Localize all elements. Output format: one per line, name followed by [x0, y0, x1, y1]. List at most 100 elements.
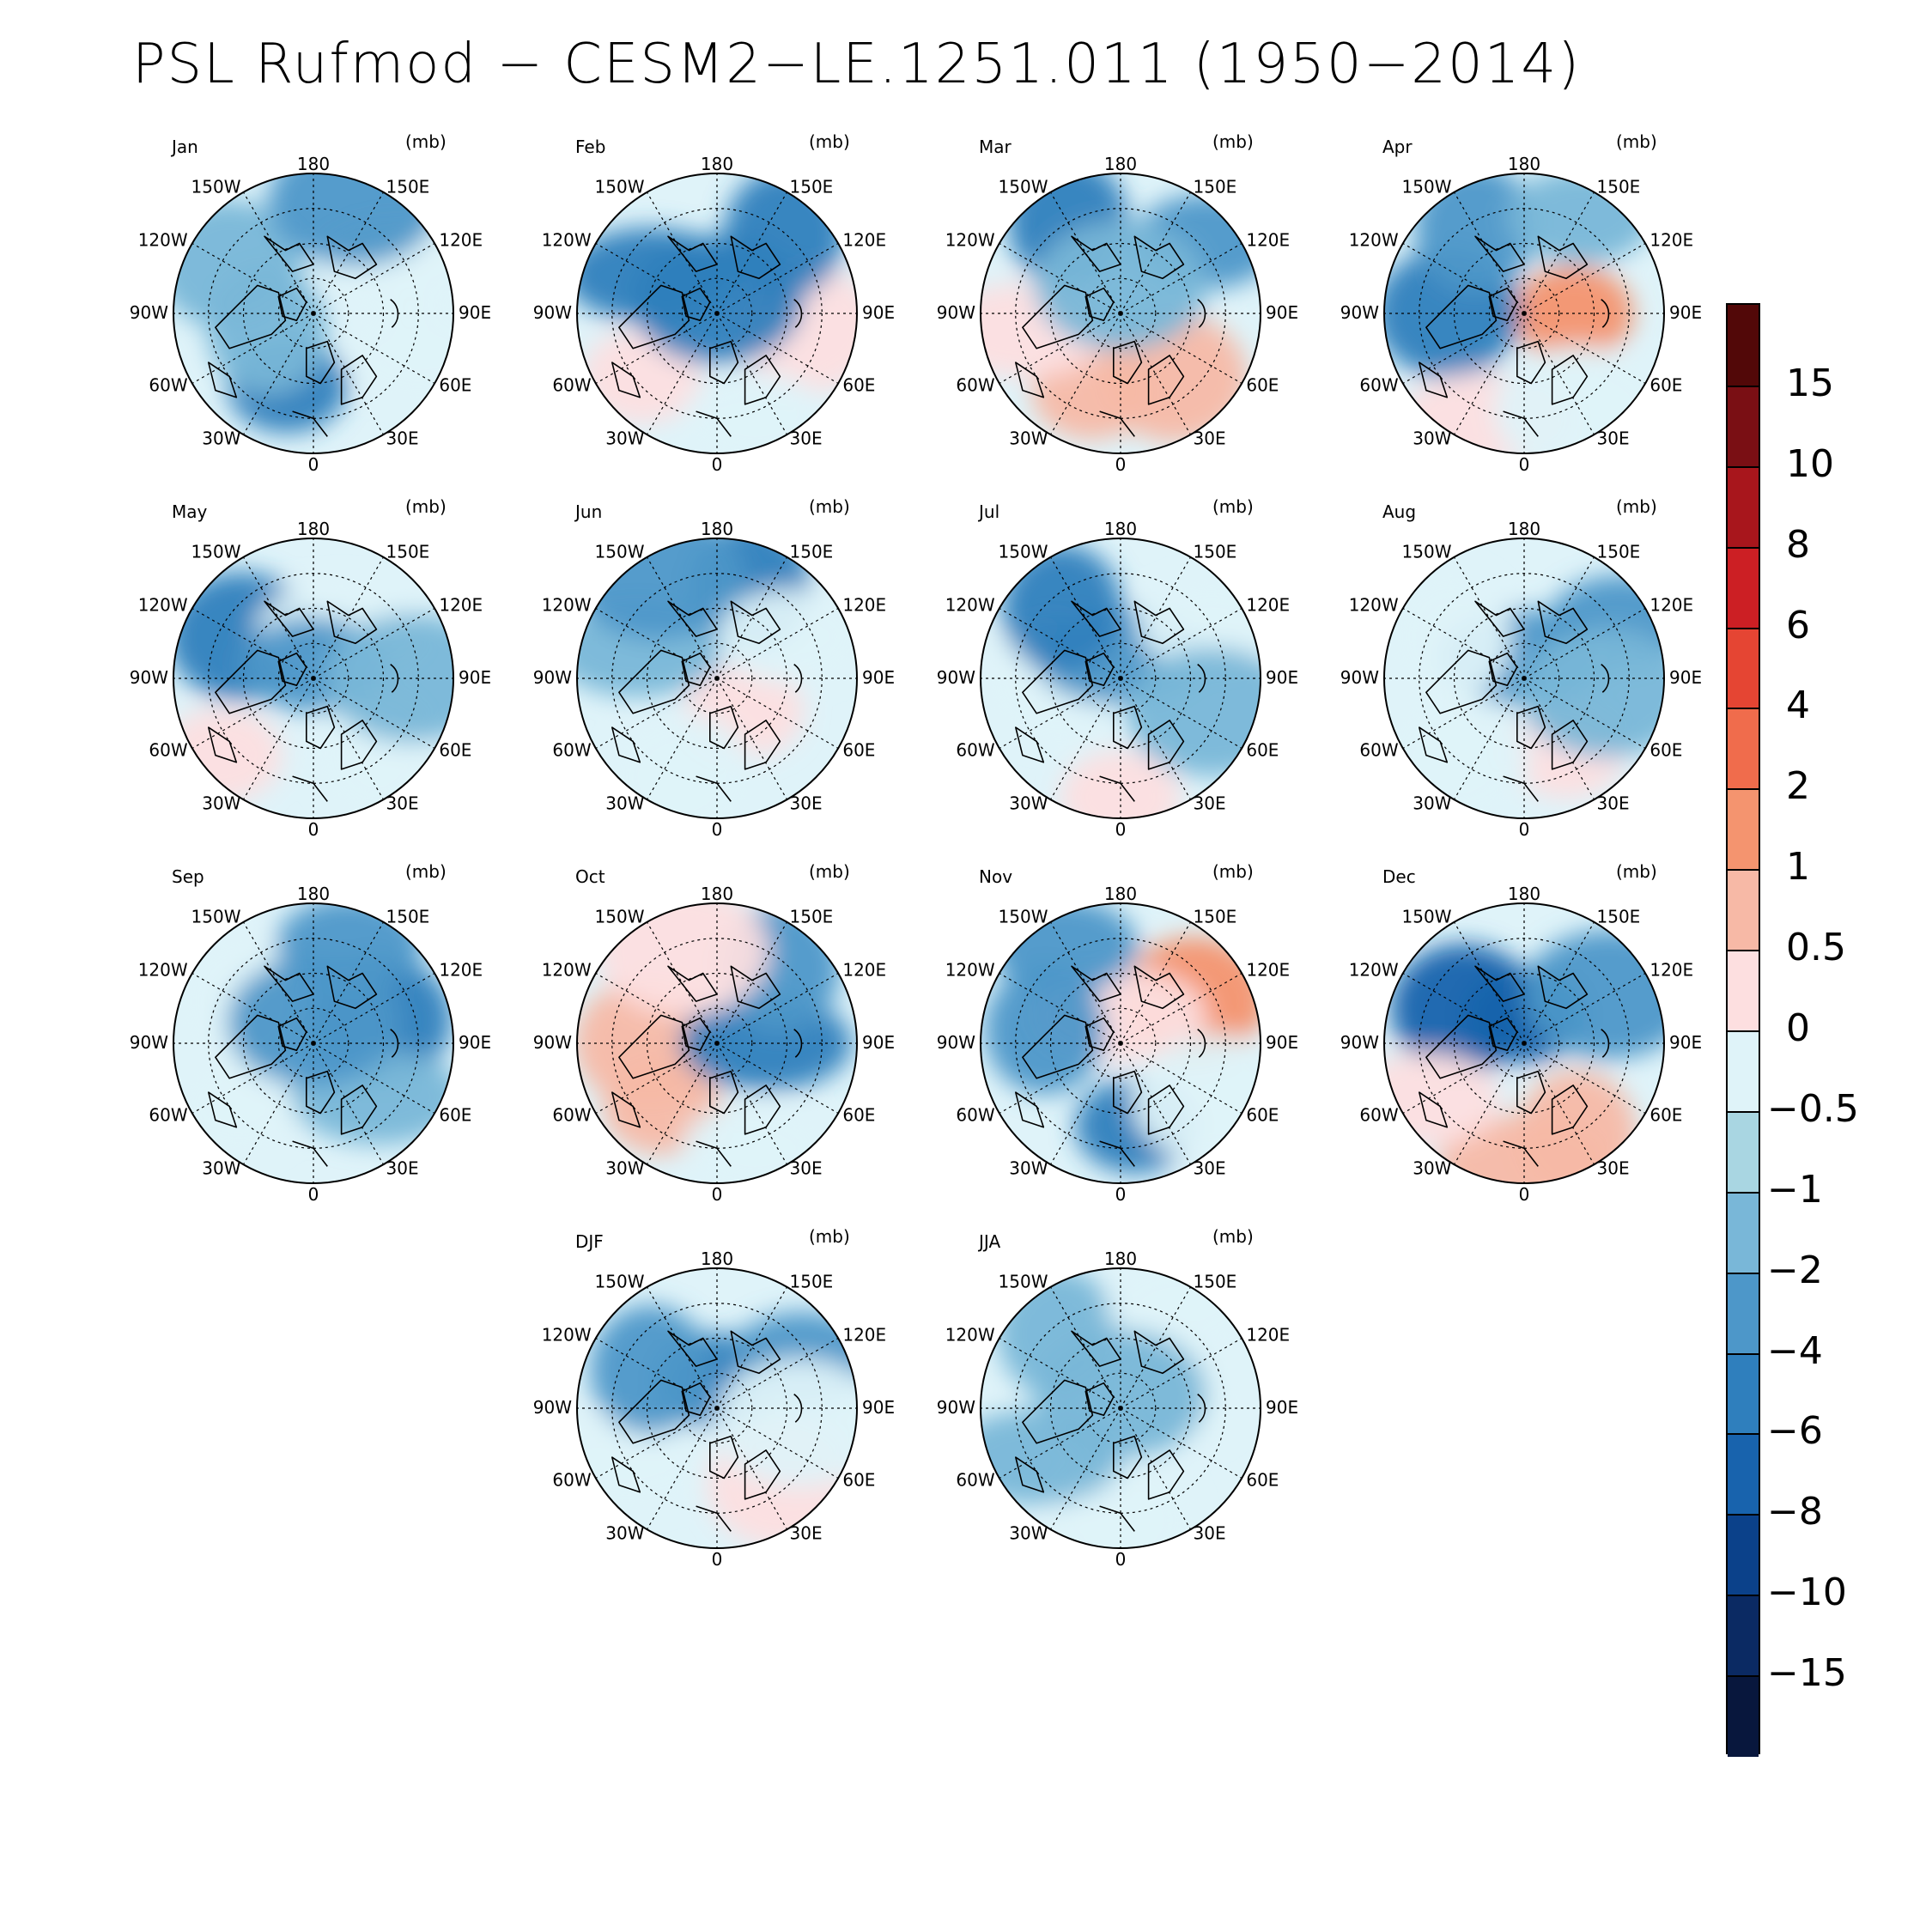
coastline — [1474, 600, 1525, 637]
coastline — [306, 1070, 336, 1115]
coastline — [1113, 705, 1143, 750]
coastline — [1015, 726, 1045, 763]
panel-units: (mb) — [1616, 131, 1657, 152]
coastline — [709, 1070, 739, 1115]
lon-label: 30E — [386, 793, 419, 813]
colorbar-tick-label: −0.5 — [1767, 1086, 1859, 1131]
lon-label: 60W — [149, 740, 187, 761]
lon-label: 90W — [1340, 667, 1379, 688]
lon-label: 30E — [790, 1522, 823, 1543]
coastline — [208, 361, 238, 398]
coastline — [1071, 1330, 1121, 1367]
lon-label: 120W — [138, 960, 188, 981]
lon-label: 120W — [945, 595, 995, 616]
lon-label: 60W — [552, 1105, 591, 1126]
coastline — [1022, 1014, 1094, 1079]
lon-label: 120E — [1246, 960, 1290, 981]
lon-label: 60E — [1246, 1105, 1279, 1126]
lon-label: 150E — [1194, 177, 1237, 197]
coastline — [667, 235, 718, 272]
lon-label: 90E — [862, 667, 895, 688]
anomaly-region — [1035, 221, 1206, 350]
map-border — [173, 173, 454, 454]
coastline — [730, 600, 781, 645]
lon-label: 0 — [1115, 1184, 1127, 1205]
panel-title: DJF — [575, 1231, 604, 1252]
coastline — [1516, 705, 1546, 750]
lon-label: 60E — [1649, 740, 1682, 761]
lon-label: 30W — [202, 793, 240, 813]
lon-label: 60E — [439, 1105, 471, 1126]
colorbar-segment — [1728, 1675, 1759, 1757]
coastline — [709, 705, 739, 750]
lon-label: 150W — [595, 907, 645, 927]
map-panel-jun: Jun (mb) 180 0 150W 150E 120W 120E 90W 90E 60W 60E 3… — [533, 494, 895, 840]
map-border — [980, 538, 1261, 819]
colorbar-segment — [1728, 1030, 1759, 1112]
lon-label: 60W — [1359, 740, 1398, 761]
lon-label: 90E — [1266, 1032, 1298, 1053]
colorbar-tick-label: −15 — [1767, 1651, 1847, 1696]
lon-label: 60W — [552, 740, 591, 761]
colorbar-tick-label: 6 — [1786, 603, 1810, 647]
map-panel-feb: Feb (mb) 180 0 150W 150E 120W 120E 90W 90E 60W 60E 3… — [533, 129, 895, 475]
map-border — [1383, 902, 1665, 1184]
lon-label: 120E — [842, 960, 886, 981]
map-border — [173, 902, 454, 1184]
colorbar-segment — [1728, 1110, 1759, 1193]
anomaly-region — [268, 173, 440, 266]
lon-label: 150E — [1194, 1272, 1237, 1292]
lon-label: 150E — [1194, 542, 1237, 562]
anomaly-region — [1384, 694, 1530, 818]
lon-label: 150E — [1597, 542, 1641, 562]
lon-label: 30E — [1597, 793, 1630, 813]
coastline — [264, 600, 314, 637]
lon-label: 30E — [790, 793, 823, 813]
lon-label: 60E — [842, 375, 875, 396]
colorbar-tick-label: −1 — [1767, 1167, 1823, 1212]
lon-label: 90E — [862, 1397, 895, 1418]
colorbar-segment — [1728, 788, 1759, 871]
coastline — [1537, 600, 1589, 645]
panel-title: Feb — [575, 137, 605, 157]
coastline — [1516, 1070, 1546, 1115]
polar-map: Jun (mb) 180 0 150W 150E 120W 120E 90W 90E 60W 60E 3… — [533, 496, 895, 840]
anomaly-region — [345, 304, 453, 399]
lon-label: 150E — [790, 907, 834, 927]
lon-label: 60E — [1649, 1105, 1682, 1126]
lon-label: 180 — [297, 884, 330, 904]
panel-title: Sep — [172, 866, 204, 887]
polar-map: Sep (mb) 180 0 150W 150E 120W 120E 90W 90E 60W 60E 3… — [130, 861, 491, 1205]
lon-label: 90E — [862, 302, 895, 323]
panel-units: (mb) — [1212, 131, 1254, 152]
polar-map: DJF (mb) 180 0 150W 150E 120W 120E 90W 90E 60W 60E 3… — [533, 1226, 895, 1570]
polar-map: Apr (mb) 180 0 150W 150E 120W 120E 90W 90E 60W 60E 3… — [1340, 131, 1702, 475]
panel-title: Aug — [1382, 501, 1416, 522]
coastline — [326, 965, 378, 1010]
lon-label: 180 — [1508, 519, 1540, 539]
colorbar-segment — [1728, 1595, 1759, 1677]
lon-label: 0 — [712, 819, 723, 840]
figure-title: PSL Rufmod − CESM2−LE.1251.011 (1950−201… — [131, 33, 1582, 96]
lon-label: 150W — [999, 907, 1048, 927]
coastline — [1419, 1091, 1449, 1128]
coastline — [1425, 649, 1498, 714]
lon-label: 120E — [842, 595, 886, 616]
lon-label: 180 — [701, 519, 733, 539]
lon-label: 30W — [605, 428, 644, 448]
coastline — [1516, 340, 1546, 385]
anomaly-region — [608, 712, 755, 818]
panel-units: (mb) — [1212, 1226, 1254, 1247]
coastline — [326, 600, 378, 645]
polar-map: Aug (mb) 180 0 150W 150E 120W 120E 90W 90E 60W 60E 3… — [1340, 496, 1702, 840]
coastline — [1147, 355, 1185, 405]
lon-label: 120W — [542, 960, 592, 981]
anomaly-region — [984, 965, 1105, 1095]
lon-label: 60E — [1649, 375, 1682, 396]
lon-label: 180 — [297, 154, 330, 174]
lon-label: 0 — [1115, 454, 1127, 475]
colorbar-tick-label: 0.5 — [1786, 926, 1846, 970]
coastline — [1071, 235, 1121, 272]
coastline — [744, 720, 781, 770]
colorbar-tick-label: 1 — [1786, 845, 1810, 890]
